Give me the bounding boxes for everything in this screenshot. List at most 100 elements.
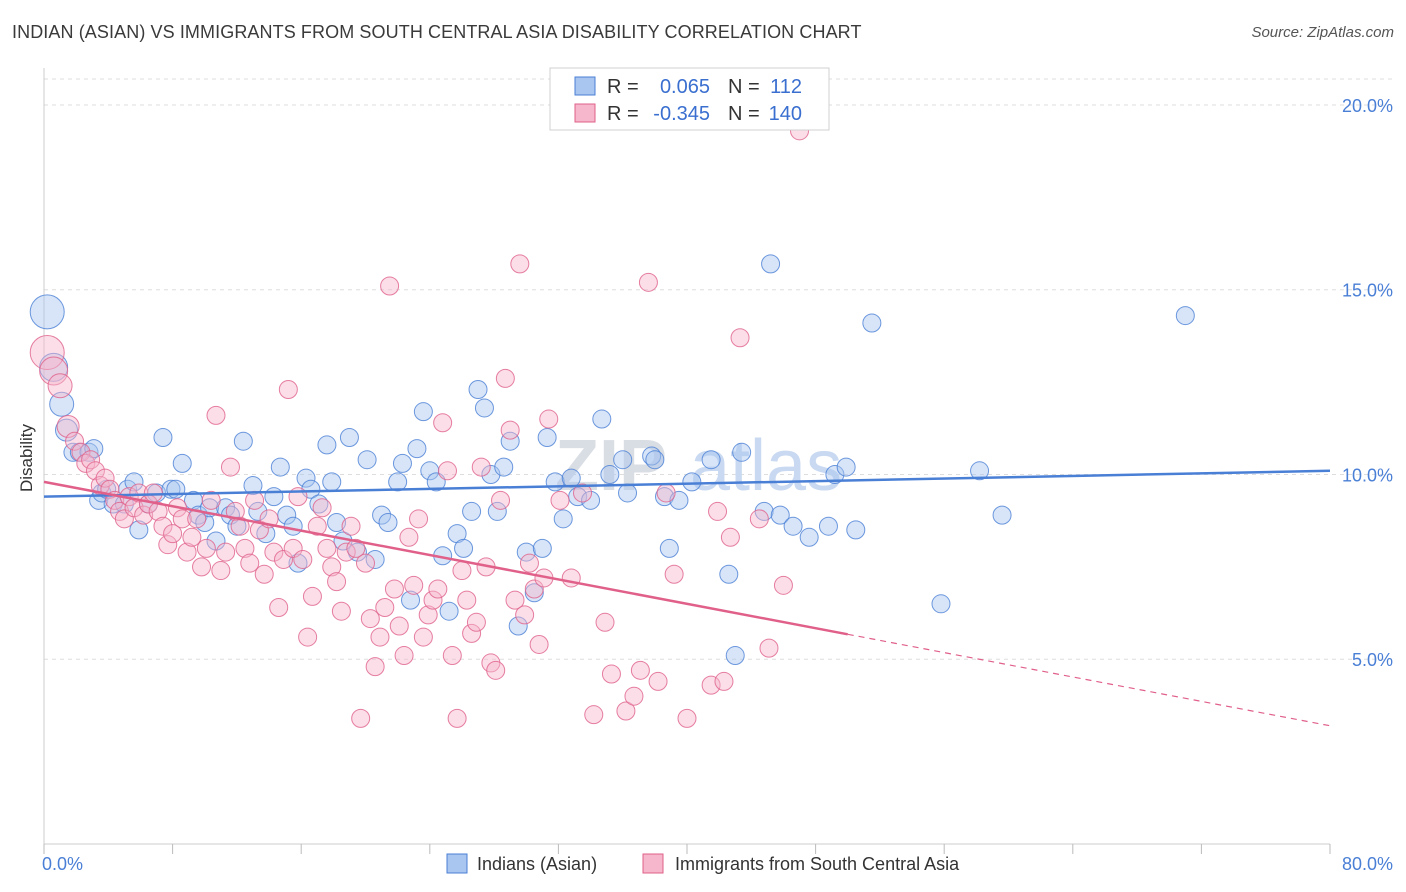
point-immigrants-south-central-asia xyxy=(39,356,69,386)
legend-n-value-blue: 112 xyxy=(770,76,802,98)
legend-n-label-pink: N = xyxy=(728,103,760,125)
point-immigrants-south-central-asia xyxy=(584,705,604,725)
point-indians-asian xyxy=(682,472,702,492)
point-immigrants-south-central-asia xyxy=(433,413,453,433)
point-immigrants-south-central-asia xyxy=(399,527,419,547)
point-immigrants-south-central-asia xyxy=(418,605,438,625)
point-indians-asian xyxy=(84,439,104,459)
point-indians-asian xyxy=(545,472,565,492)
point-indians-asian xyxy=(283,516,303,536)
point-indians-asian xyxy=(931,594,951,614)
point-immigrants-south-central-asia xyxy=(192,557,212,577)
point-indians-asian xyxy=(487,501,507,521)
point-indians-asian xyxy=(454,538,474,558)
legend-swatch-blue xyxy=(574,76,596,96)
point-immigrants-south-central-asia xyxy=(714,671,734,691)
point-indians-asian xyxy=(500,431,520,451)
point-indians-asian xyxy=(592,409,612,429)
point-immigrants-south-central-asia xyxy=(677,708,697,728)
series-legend-swatch-blue xyxy=(446,853,468,874)
chart-title: INDIAN (ASIAN) VS IMMIGRANTS FROM SOUTH … xyxy=(12,22,862,42)
point-immigrants-south-central-asia xyxy=(510,254,530,274)
point-immigrants-south-central-asia xyxy=(163,524,183,544)
point-indians-asian xyxy=(701,450,721,470)
trend-line-solid xyxy=(43,480,848,636)
legend-r-value-pink: -0.345 xyxy=(653,103,710,125)
point-immigrants-south-central-asia xyxy=(264,542,284,562)
point-immigrants-south-central-asia xyxy=(701,675,721,695)
point-immigrants-south-central-asia xyxy=(346,538,366,558)
point-immigrants-south-central-asia xyxy=(158,535,178,555)
point-indians-asian xyxy=(537,428,557,448)
point-indians-asian xyxy=(783,516,803,536)
point-immigrants-south-central-asia xyxy=(515,605,535,625)
point-indians-asian xyxy=(233,431,253,451)
point-indians-asian xyxy=(322,472,342,492)
point-immigrants-south-central-asia xyxy=(201,490,221,510)
point-immigrants-south-central-asia xyxy=(428,579,448,599)
series-indians-asian xyxy=(29,254,1195,666)
point-immigrants-south-central-asia xyxy=(457,590,477,610)
point-immigrants-south-central-asia xyxy=(240,553,260,573)
legend-swatch-pink xyxy=(574,103,596,123)
point-indians-asian xyxy=(392,453,412,473)
point-immigrants-south-central-asia xyxy=(182,527,202,547)
point-indians-asian xyxy=(516,542,536,562)
point-indians-asian xyxy=(725,646,745,666)
point-immigrants-south-central-asia xyxy=(452,561,472,581)
point-immigrants-south-central-asia xyxy=(302,586,322,606)
series-legend-label-blue: Indians (Asian) xyxy=(477,854,597,874)
point-immigrants-south-central-asia xyxy=(462,623,482,643)
point-indians-asian xyxy=(553,509,573,529)
point-indians-asian xyxy=(317,435,337,455)
point-indians-asian xyxy=(153,428,173,448)
point-immigrants-south-central-asia xyxy=(491,490,511,510)
point-immigrants-south-central-asia xyxy=(298,627,318,647)
point-immigrants-south-central-asia xyxy=(471,457,491,477)
point-immigrants-south-central-asia xyxy=(81,450,101,470)
point-immigrants-south-central-asia xyxy=(196,538,216,558)
point-immigrants-south-central-asia xyxy=(356,553,375,573)
point-immigrants-south-central-asia xyxy=(624,686,644,706)
legend-r-label-blue: R = xyxy=(607,76,639,98)
series-immigrants-south-central-asia xyxy=(29,121,810,728)
point-indians-asian xyxy=(770,505,790,525)
point-indians-asian xyxy=(992,505,1012,525)
chart-source: Source: ZipAtlas.com xyxy=(1251,24,1394,41)
point-immigrants-south-central-asia xyxy=(648,671,668,691)
point-immigrants-south-central-asia xyxy=(322,557,342,577)
y-tick-label: 10.0% xyxy=(1342,465,1393,485)
point-immigrants-south-central-asia xyxy=(404,575,424,595)
point-indians-asian xyxy=(166,479,186,499)
series-legend-swatch-pink xyxy=(642,853,664,874)
point-immigrants-south-central-asia xyxy=(524,579,544,599)
y-tick-label: 15.0% xyxy=(1342,281,1393,301)
trend-line-dashed xyxy=(847,633,1331,727)
point-immigrants-south-central-asia xyxy=(235,538,255,558)
point-immigrants-south-central-asia xyxy=(278,379,298,399)
point-indians-asian xyxy=(825,464,845,484)
point-indians-asian xyxy=(618,483,638,503)
point-immigrants-south-central-asia xyxy=(486,660,506,680)
point-indians-asian xyxy=(494,457,514,477)
y-axis-label: Disability xyxy=(17,423,36,492)
point-indians-asian xyxy=(468,379,488,399)
point-immigrants-south-central-asia xyxy=(249,520,269,540)
point-immigrants-south-central-asia xyxy=(749,509,769,529)
point-indians-asian xyxy=(1175,306,1195,326)
point-immigrants-south-central-asia xyxy=(307,516,327,536)
point-immigrants-south-central-asia xyxy=(375,598,395,618)
point-indians-asian xyxy=(732,442,752,462)
point-immigrants-south-central-asia xyxy=(720,527,740,547)
point-indians-asian xyxy=(836,457,856,477)
point-indians-asian xyxy=(243,476,263,496)
point-immigrants-south-central-asia xyxy=(211,561,231,581)
point-immigrants-south-central-asia xyxy=(389,616,409,636)
point-indians-asian xyxy=(581,490,601,510)
point-immigrants-south-central-asia xyxy=(365,657,385,677)
point-indians-asian xyxy=(339,428,359,448)
point-indians-asian xyxy=(561,468,581,488)
point-immigrants-south-central-asia xyxy=(274,549,294,569)
axes: 5.0% 10.0% 15.0% 20.0% 0.0% 80.0% xyxy=(42,68,1393,874)
point-immigrants-south-central-asia xyxy=(172,509,192,529)
